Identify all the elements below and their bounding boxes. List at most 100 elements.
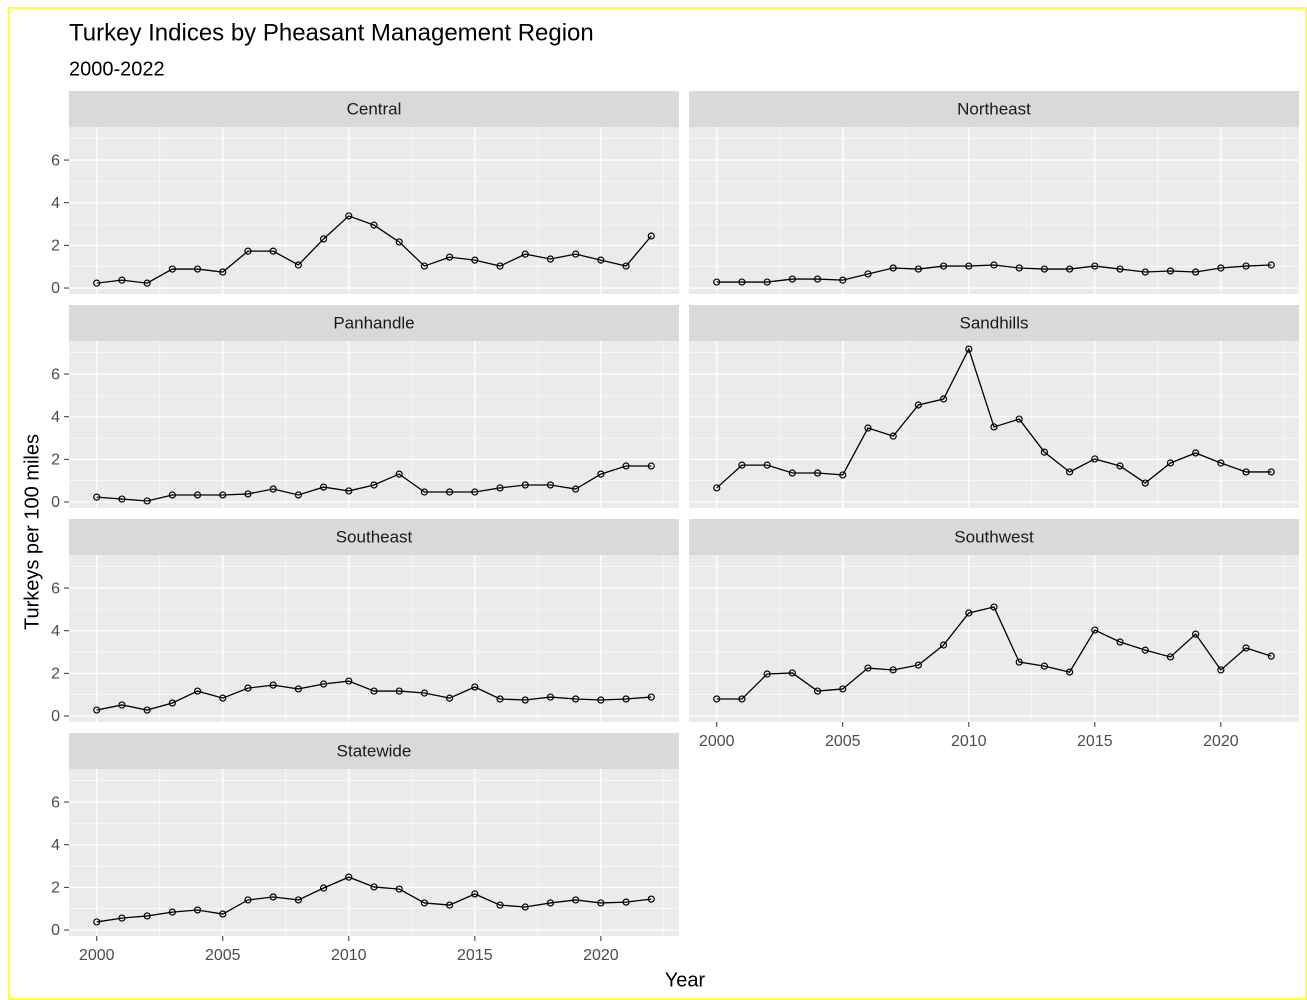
data-point bbox=[839, 276, 847, 284]
data-point bbox=[1217, 264, 1225, 272]
data-point bbox=[1116, 638, 1124, 646]
data-point bbox=[345, 677, 353, 685]
data-point bbox=[813, 275, 822, 283]
data-point bbox=[446, 901, 454, 909]
data-point bbox=[1091, 626, 1099, 634]
data-point bbox=[546, 481, 555, 489]
chart-subtitle: 2000-2022 bbox=[69, 58, 165, 80]
y-tick-label: 4 bbox=[51, 195, 60, 212]
data-point bbox=[168, 908, 176, 916]
data-point bbox=[1217, 459, 1225, 467]
data-point bbox=[294, 685, 302, 693]
data-point bbox=[294, 896, 302, 904]
data-point bbox=[914, 265, 922, 273]
data-point bbox=[370, 481, 378, 489]
y-tick-label: 6 bbox=[51, 580, 60, 597]
data-point bbox=[939, 395, 948, 403]
data-point bbox=[1166, 653, 1175, 661]
data-point bbox=[965, 345, 973, 353]
data-point bbox=[93, 279, 101, 287]
data-point bbox=[1091, 262, 1099, 270]
series-line bbox=[716, 347, 1272, 489]
data-point bbox=[446, 253, 454, 261]
data-point bbox=[496, 695, 504, 703]
data-point bbox=[546, 693, 555, 701]
y-tick-label: 0 bbox=[51, 922, 60, 939]
data-point bbox=[597, 256, 605, 264]
strip bbox=[69, 91, 679, 127]
data-point bbox=[1267, 468, 1275, 476]
y-tick-label: 4 bbox=[51, 623, 60, 640]
data-point bbox=[143, 497, 151, 505]
data-point bbox=[647, 693, 655, 701]
data-point bbox=[763, 278, 771, 286]
data-point bbox=[168, 265, 176, 273]
strip bbox=[69, 519, 679, 555]
y-tick-label: 4 bbox=[51, 837, 60, 854]
facet-title: Sandhills bbox=[960, 313, 1029, 332]
data-point bbox=[471, 488, 479, 496]
data-point bbox=[622, 695, 630, 703]
data-point bbox=[597, 696, 605, 704]
data-point bbox=[738, 695, 746, 703]
series-line bbox=[716, 606, 1272, 700]
data-point bbox=[763, 461, 771, 469]
data-point bbox=[1066, 468, 1074, 476]
data-point bbox=[294, 261, 302, 269]
data-point bbox=[521, 250, 529, 258]
data-point bbox=[572, 485, 580, 493]
y-tick-label: 6 bbox=[51, 152, 60, 169]
data-point bbox=[193, 491, 202, 499]
data-point bbox=[738, 278, 746, 286]
y-tick-label: 6 bbox=[51, 366, 60, 383]
data-point bbox=[839, 685, 847, 693]
data-point bbox=[345, 212, 353, 220]
y-tick-label: 2 bbox=[51, 666, 60, 683]
data-point bbox=[990, 603, 998, 611]
data-point bbox=[1116, 265, 1124, 273]
panel bbox=[69, 341, 679, 508]
data-point bbox=[294, 491, 302, 499]
data-point bbox=[763, 670, 771, 678]
data-point bbox=[168, 699, 176, 707]
strip bbox=[69, 733, 679, 769]
data-point bbox=[471, 890, 479, 898]
data-point bbox=[546, 899, 555, 907]
data-point bbox=[118, 701, 126, 709]
data-point bbox=[370, 883, 378, 891]
panel bbox=[689, 127, 1299, 294]
data-point bbox=[370, 687, 378, 695]
data-point bbox=[597, 899, 605, 907]
data-point bbox=[1242, 262, 1250, 270]
data-point bbox=[269, 893, 277, 901]
strip bbox=[689, 91, 1299, 127]
x-tick-label: 2010 bbox=[951, 733, 987, 750]
data-point bbox=[219, 694, 227, 702]
data-point bbox=[420, 899, 429, 907]
data-point bbox=[521, 481, 529, 489]
data-point bbox=[118, 914, 126, 922]
panel bbox=[69, 555, 679, 722]
data-point bbox=[420, 262, 429, 270]
data-point bbox=[244, 896, 252, 904]
data-point bbox=[93, 918, 101, 926]
data-point bbox=[420, 689, 429, 697]
data-point bbox=[1015, 415, 1023, 423]
data-point bbox=[193, 265, 202, 273]
data-point bbox=[572, 250, 580, 258]
data-point bbox=[914, 401, 922, 409]
data-point bbox=[269, 247, 277, 255]
data-point bbox=[647, 895, 655, 903]
data-point bbox=[168, 491, 176, 499]
data-point bbox=[1141, 479, 1149, 487]
panel bbox=[69, 769, 679, 936]
data-point bbox=[1166, 267, 1175, 275]
data-point bbox=[1015, 264, 1023, 272]
data-point bbox=[219, 491, 227, 499]
y-tick-label: 0 bbox=[51, 708, 60, 725]
panel bbox=[69, 127, 679, 294]
data-point bbox=[319, 483, 328, 491]
x-tick-label: 2010 bbox=[331, 947, 367, 964]
data-point bbox=[1066, 265, 1074, 273]
facet-title: Southeast bbox=[336, 527, 413, 546]
